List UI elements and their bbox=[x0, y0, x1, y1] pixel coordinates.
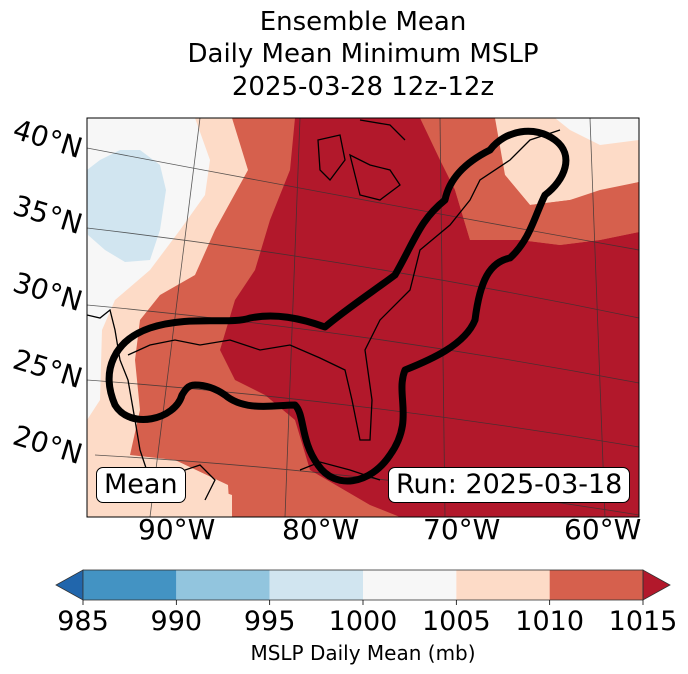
colorbar-tick-label: 995 bbox=[243, 606, 296, 637]
title-line-1: Ensemble Mean bbox=[259, 7, 467, 37]
region-995-1000 bbox=[87, 150, 166, 262]
region-above-1015 bbox=[220, 118, 639, 517]
title-line-2: Daily Mean Minimum MSLP bbox=[187, 39, 539, 69]
colorbar-bin-995-1000 bbox=[269, 570, 363, 600]
run-date-label-box: Run: 2025-03-18 bbox=[388, 467, 631, 503]
map-frame bbox=[86, 117, 640, 518]
colorbar-extend-low bbox=[55, 569, 84, 601]
lon-label-90w: 90°W bbox=[138, 513, 216, 546]
mean-label-box: Mean bbox=[96, 467, 186, 503]
colorbar-bin-1005-1010 bbox=[456, 570, 550, 600]
colorbar-bin-1000-1005 bbox=[363, 570, 457, 600]
region-1000-1005-northeast bbox=[555, 118, 639, 145]
lon-label-80w: 80°W bbox=[282, 513, 360, 546]
title-line-3: 2025-03-28 12z-12z bbox=[231, 72, 495, 102]
colorbar-tick-label: 990 bbox=[150, 606, 203, 637]
lon-label-70w: 70°W bbox=[423, 513, 501, 546]
colorbar-tick-label: 1005 bbox=[421, 606, 491, 637]
colorbar-tick-label: 1015 bbox=[608, 606, 678, 637]
colorbar-bin-990-995 bbox=[176, 570, 270, 600]
colorbar-tick-label: 1000 bbox=[328, 606, 398, 637]
colorbar-bin-1010-1015 bbox=[549, 570, 643, 600]
colorbar-bin-985-990 bbox=[83, 570, 177, 600]
lon-label-60w: 60°W bbox=[564, 513, 642, 546]
region-1010-1015-northeast bbox=[455, 150, 639, 245]
colorbar-label: MSLP Daily Mean (mb) bbox=[250, 641, 476, 665]
colorbar-tick-label: 1010 bbox=[515, 606, 585, 637]
mslp-contour bbox=[105, 127, 570, 485]
colorbar-tick-label: 985 bbox=[57, 606, 109, 637]
colorbar-extend-high bbox=[642, 569, 671, 601]
